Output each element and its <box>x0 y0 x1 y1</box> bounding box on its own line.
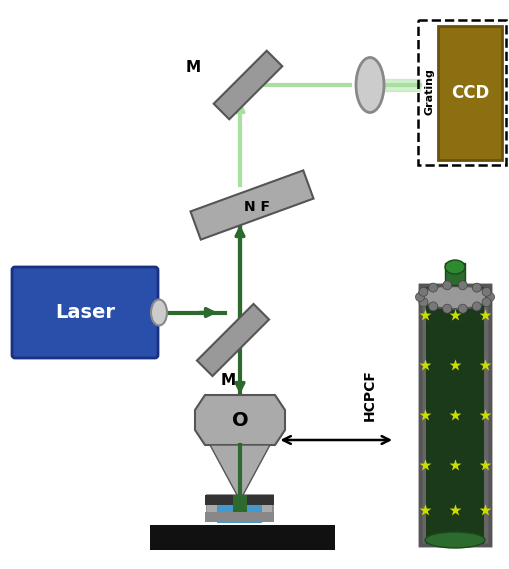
Bar <box>233 495 246 520</box>
Bar <box>150 525 334 550</box>
Text: O: O <box>231 410 248 430</box>
Bar <box>419 285 489 545</box>
Bar <box>207 495 272 520</box>
Ellipse shape <box>444 260 464 274</box>
Ellipse shape <box>471 283 480 292</box>
Ellipse shape <box>471 302 480 311</box>
Polygon shape <box>190 170 313 240</box>
Ellipse shape <box>442 304 451 313</box>
Polygon shape <box>196 304 269 376</box>
FancyBboxPatch shape <box>437 26 501 160</box>
Bar <box>419 285 489 545</box>
Ellipse shape <box>418 298 427 307</box>
Point <box>420 505 428 514</box>
Point <box>480 360 488 369</box>
Point <box>450 505 458 514</box>
Ellipse shape <box>355 57 383 113</box>
Text: M: M <box>185 60 200 75</box>
Ellipse shape <box>458 304 466 313</box>
Ellipse shape <box>415 292 423 302</box>
FancyBboxPatch shape <box>12 267 158 358</box>
Ellipse shape <box>442 281 451 290</box>
Bar <box>205 512 274 522</box>
Point <box>480 311 488 320</box>
Text: CCD: CCD <box>450 84 488 102</box>
Point <box>420 360 428 369</box>
Ellipse shape <box>151 299 166 325</box>
Ellipse shape <box>428 302 437 311</box>
Text: Laser: Laser <box>55 303 115 322</box>
Ellipse shape <box>481 298 490 307</box>
Ellipse shape <box>481 287 490 296</box>
Ellipse shape <box>419 285 489 309</box>
Text: HCPCF: HCPCF <box>362 369 376 421</box>
Text: Grating: Grating <box>424 68 434 116</box>
Ellipse shape <box>485 292 494 302</box>
Point <box>450 460 458 469</box>
Bar <box>444 263 464 285</box>
Point <box>450 410 458 419</box>
Text: M: M <box>220 373 235 387</box>
Point <box>450 311 458 320</box>
Bar <box>217 505 262 523</box>
Text: N F: N F <box>243 200 269 214</box>
Point <box>420 410 428 419</box>
Ellipse shape <box>418 287 427 296</box>
Point <box>480 410 488 419</box>
Ellipse shape <box>428 283 437 292</box>
Polygon shape <box>210 445 269 495</box>
Point <box>420 311 428 320</box>
Point <box>420 460 428 469</box>
Bar <box>262 505 272 520</box>
Point <box>480 460 488 469</box>
Bar <box>205 495 274 505</box>
Point <box>480 505 488 514</box>
Point <box>450 360 458 369</box>
Bar <box>425 285 483 545</box>
Ellipse shape <box>424 532 484 548</box>
Polygon shape <box>213 51 282 119</box>
Bar <box>207 505 217 520</box>
Ellipse shape <box>458 281 466 290</box>
Polygon shape <box>194 395 285 445</box>
